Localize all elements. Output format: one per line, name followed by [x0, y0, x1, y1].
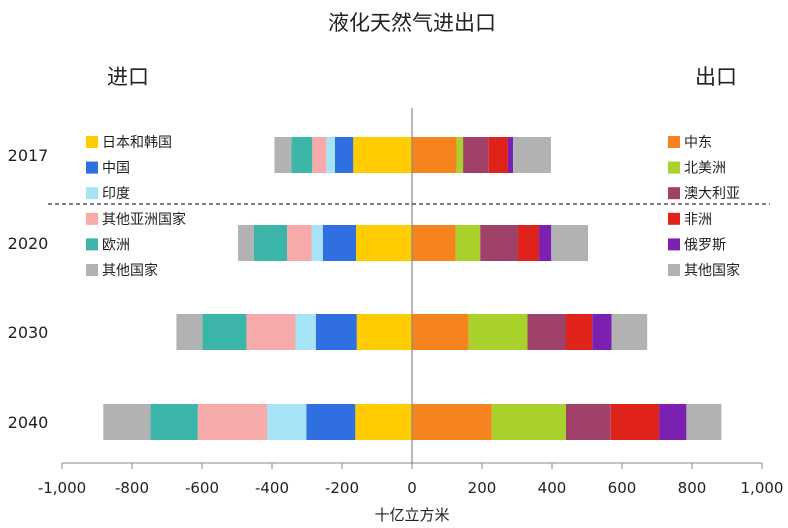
- bar-export-俄罗斯-2017: [507, 137, 514, 173]
- legend-swatch-import-其他亚洲国家: [86, 212, 98, 225]
- import-side-label: 进口: [107, 65, 149, 89]
- legend-label-import-欧洲: 欧洲: [102, 237, 130, 253]
- bar-import-其他亚洲国家-2020: [287, 225, 312, 261]
- bar-export-其他国家-2030: [611, 314, 648, 350]
- legend-swatch-export-澳大利亚: [668, 187, 680, 200]
- legend-swatch-import-印度: [86, 187, 98, 200]
- x-tick-label--800: -800: [115, 479, 149, 497]
- bar-import-其他国家-2020: [238, 225, 254, 261]
- bar-export-非洲-2017: [488, 137, 508, 173]
- bar-import-日本和韩国-2030: [356, 314, 412, 350]
- bar-export-非洲-2040: [610, 404, 660, 440]
- bar-import-欧洲-2020: [253, 225, 288, 261]
- bar-import-其他亚洲国家-2040: [197, 404, 268, 440]
- bar-import-其他国家-2030: [176, 314, 203, 350]
- export-side-label: 出口: [695, 65, 737, 89]
- legend-swatch-import-其他国家: [86, 264, 98, 276]
- x-tick-label-0: 0: [407, 479, 417, 497]
- bar-import-其他亚洲国家-2030: [246, 314, 296, 350]
- bar-export-非洲-2020: [518, 225, 540, 261]
- bar-export-其他国家-2040: [686, 404, 722, 440]
- legend-label-export-北美洲: 北美洲: [684, 161, 726, 177]
- legend-swatch-export-俄罗斯: [668, 238, 680, 251]
- bar-export-澳大利亚-2030: [527, 314, 566, 350]
- bar-import-其他国家-2017: [274, 137, 292, 173]
- bar-export-俄罗斯-2020: [539, 225, 552, 261]
- bar-export-俄罗斯-2030: [592, 314, 612, 350]
- x-tick-label-600: 600: [608, 479, 637, 497]
- bar-export-北美洲-2040: [491, 404, 566, 440]
- bar-export-北美洲-2017: [456, 137, 464, 173]
- bar-import-日本和韩国-2040: [355, 404, 412, 440]
- bar-import-中国-2017: [335, 137, 354, 173]
- bar-import-日本和韩国-2017: [353, 137, 412, 173]
- x-tick-label-800: 800: [678, 479, 707, 497]
- x-tick-label-200: 200: [468, 479, 497, 497]
- bar-export-澳大利亚-2020: [480, 225, 519, 261]
- bar-import-其他亚洲国家-2017: [312, 137, 327, 173]
- legend-label-import-中国: 中国: [102, 161, 130, 177]
- x-axis-label: 十亿立方米: [374, 506, 449, 524]
- bar-export-澳大利亚-2017: [463, 137, 489, 173]
- legend-swatch-import-日本和韩国: [86, 136, 98, 148]
- bar-import-欧洲-2017: [291, 137, 313, 173]
- bar-export-北美洲-2020: [455, 225, 481, 261]
- legend-label-export-其他国家: 其他国家: [684, 262, 740, 279]
- bar-export-其他国家-2017: [513, 137, 551, 173]
- legend-label-import-日本和韩国: 日本和韩国: [102, 135, 172, 151]
- bar-export-中东-2017: [412, 137, 457, 173]
- bar-export-中东-2020: [412, 225, 456, 261]
- legend-label-export-非洲: 非洲: [684, 212, 712, 228]
- category-label-2017: 2017: [8, 146, 49, 165]
- legend-label-export-澳大利亚: 澳大利亚: [684, 186, 740, 202]
- bar-import-日本和韩国-2020: [356, 225, 412, 261]
- legend-label-import-其他亚洲国家: 其他亚洲国家: [102, 211, 186, 228]
- legend-swatch-export-中东: [668, 136, 680, 148]
- legend-swatch-export-北美洲: [668, 161, 680, 174]
- legend-label-import-印度: 印度: [102, 186, 130, 202]
- bar-export-中东-2040: [412, 404, 492, 440]
- category-label-2020: 2020: [8, 234, 49, 253]
- legend-swatch-export-非洲: [668, 212, 680, 225]
- bar-import-欧洲-2040: [150, 404, 198, 440]
- x-tick-label-400: 400: [538, 479, 567, 497]
- axes-layer: 2017 2020 2030 2040 -1,000 -800 -600 -400 -200 0 2…: [8, 108, 784, 497]
- bar-export-澳大利亚-2040: [566, 404, 611, 440]
- legend-swatch-import-欧洲: [86, 238, 98, 251]
- chart-title: 液化天然气进出口: [328, 11, 496, 35]
- bar-import-中国-2030: [315, 314, 357, 350]
- legend-label-import-其他国家: 其他国家: [102, 262, 158, 279]
- x-tick-label-1000: 1,000: [741, 479, 784, 497]
- bar-export-北美洲-2030: [468, 314, 528, 350]
- bar-export-其他国家-2020: [551, 225, 589, 261]
- bar-import-欧洲-2030: [202, 314, 247, 350]
- bar-import-印度-2040: [267, 404, 307, 440]
- bar-import-中国-2020: [322, 225, 356, 261]
- bar-import-印度-2017: [326, 137, 335, 173]
- bar-export-俄罗斯-2040: [659, 404, 687, 440]
- category-label-2040: 2040: [8, 413, 49, 432]
- bar-export-中东-2030: [412, 314, 469, 350]
- legend-swatch-import-中国: [86, 161, 98, 174]
- bar-import-印度-2020: [311, 225, 323, 261]
- x-tick-label--400: -400: [255, 479, 289, 497]
- bar-import-中国-2040: [306, 404, 356, 440]
- x-tick-label--200: -200: [325, 479, 359, 497]
- bar-export-非洲-2030: [566, 314, 593, 350]
- bar-import-印度-2030: [295, 314, 316, 350]
- bars-layer: [103, 137, 722, 440]
- category-label-2030: 2030: [8, 323, 49, 342]
- x-tick-label--1000: -1,000: [38, 479, 86, 497]
- legend-label-export-中东: 中东: [684, 135, 712, 151]
- legend-label-export-俄罗斯: 俄罗斯: [684, 237, 726, 253]
- bar-import-其他国家-2040: [103, 404, 151, 440]
- legend-swatch-export-其他国家: [668, 264, 680, 276]
- x-tick-label--600: -600: [185, 479, 219, 497]
